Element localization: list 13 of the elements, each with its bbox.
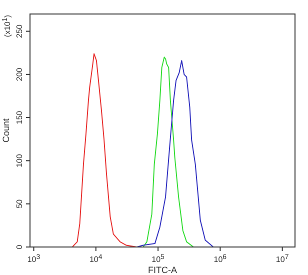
y-axis-title: Count [1, 118, 11, 143]
y-tick-label: 50 [15, 198, 24, 208]
x-axis-title: FITC-A [148, 265, 177, 275]
y-tick-label: 200 [15, 67, 24, 82]
x-tick-label: 10$^{3}$ [27, 254, 40, 264]
x-tick-label: 10$^{5}$ [152, 254, 165, 264]
x-tick-label: 10$^{4}$ [89, 254, 102, 264]
y-tick-label: 100 [15, 153, 24, 168]
y-tick-label: 0 [15, 244, 24, 250]
x-tick-label: 10$^{7}$ [276, 254, 289, 264]
y-tick-label: 150 [15, 110, 24, 124]
y-tick-label: 250 [15, 24, 24, 38]
x-tick-label: 10$^{6}$ [214, 254, 227, 264]
